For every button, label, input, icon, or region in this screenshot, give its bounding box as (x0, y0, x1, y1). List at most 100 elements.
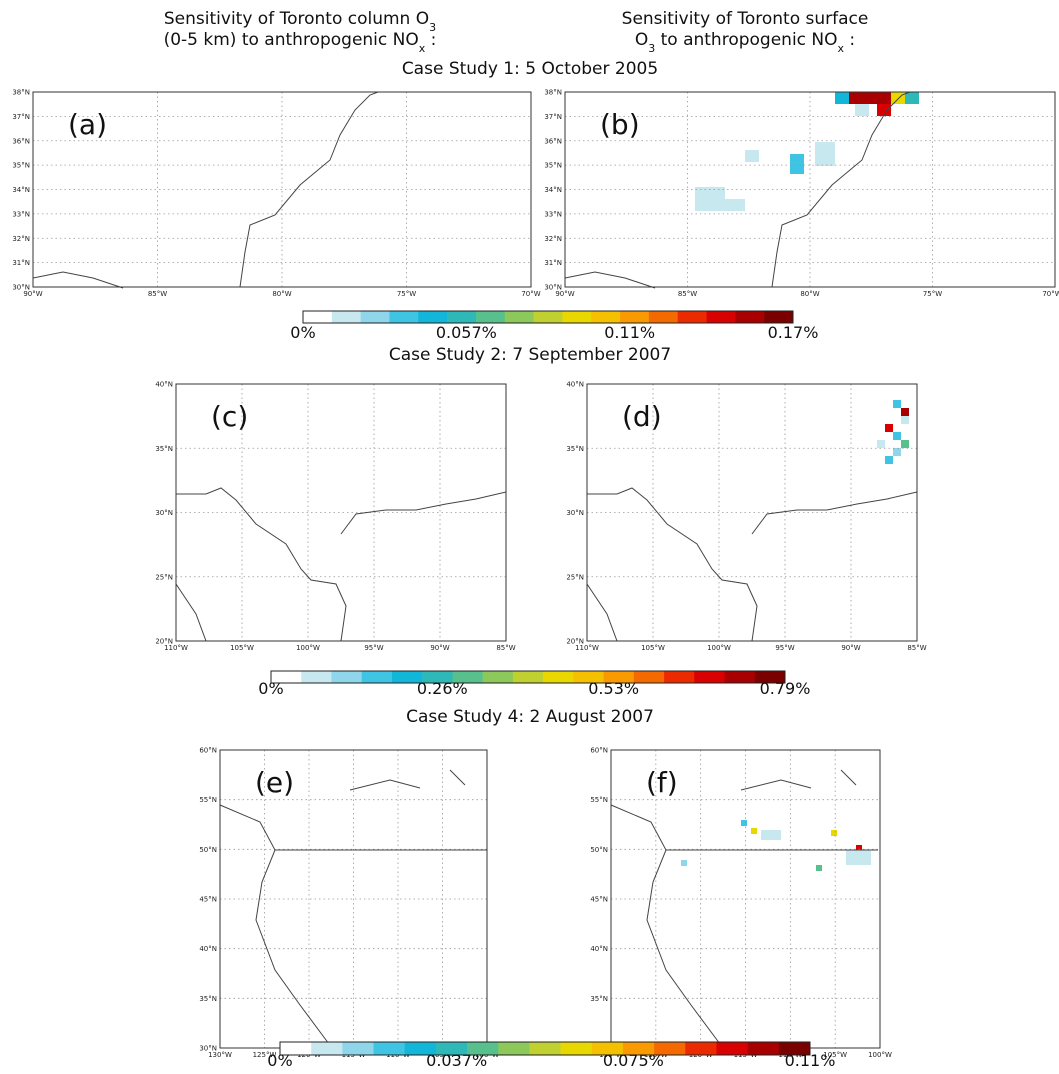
y-tick-label: 34°N (12, 186, 30, 194)
y-tick-label: 36°N (12, 137, 30, 145)
map-border (175, 383, 507, 642)
colorbar-segment (633, 671, 665, 683)
panel-label: (f) (646, 766, 678, 799)
x-tick-label: 90°W (555, 290, 574, 298)
sensitivity-cell (885, 456, 893, 464)
sensitivity-cell (741, 820, 747, 826)
colorbar-segment (562, 311, 592, 323)
panel-label: (b) (600, 108, 640, 141)
colorbar-label: 0.11% (785, 1051, 836, 1070)
colorbar-segment (754, 671, 786, 683)
colorbar-segment (778, 1042, 811, 1055)
colorbar-segment (389, 311, 419, 323)
colorbar-segment (591, 311, 621, 323)
y-tick-label: 30°N (544, 284, 562, 292)
coastline (586, 583, 618, 642)
colorbar-segment (311, 1042, 343, 1055)
colorbar-segment (529, 1042, 561, 1055)
case-title: Case Study 2: 7 September 2007 (389, 345, 671, 365)
panel-label: (d) (622, 400, 662, 433)
colorbar-segment (373, 1042, 406, 1055)
y-tick-label: 31°N (12, 259, 30, 267)
sensitivity-cell (893, 448, 901, 456)
y-tick-label: 37°N (544, 113, 562, 121)
sensitivity-cell (816, 865, 822, 871)
subscript: x (838, 42, 845, 55)
colorbar-segment (543, 671, 574, 683)
colorbar-segment (620, 311, 650, 323)
coastline (564, 271, 656, 289)
colorbar-segment (418, 311, 448, 323)
colorbar-segment (724, 671, 756, 683)
colorbar-segment (447, 311, 477, 323)
x-tick-label: 125°W (253, 1051, 277, 1059)
x-tick-label: 75°W (397, 290, 416, 298)
y-tick-label: 45°N (199, 896, 217, 904)
colorbar-segment (482, 671, 514, 683)
x-tick-label: 105°W (823, 1051, 847, 1059)
y-tick-label: 37°N (12, 113, 30, 121)
sensitivity-cell (877, 104, 891, 116)
header-line: Sensitivity of Toronto column O3 (164, 9, 436, 34)
header-text: Sensitivity of Toronto column O (164, 9, 429, 29)
colorbar-segment (467, 1042, 499, 1055)
y-tick-label: 35°N (199, 995, 217, 1003)
colorbar-label: 0% (290, 323, 315, 342)
y-tick-label: 30°N (199, 1045, 217, 1053)
y-tick-label: 20°N (155, 638, 173, 646)
map-border (564, 91, 1056, 288)
x-tick-label: 100°W (707, 644, 731, 652)
y-tick-label: 30°N (155, 509, 173, 517)
y-tick-label: 35°N (12, 162, 30, 170)
x-tick-label: 95°W (775, 644, 794, 652)
panel-label: (e) (255, 766, 294, 799)
y-tick-label: 45°N (590, 896, 608, 904)
y-tick-label: 31°N (544, 259, 562, 267)
coastline (740, 779, 812, 791)
colorbar-segment (677, 311, 707, 323)
sensitivity-cell (790, 154, 804, 174)
sensitivity-cell (846, 850, 871, 865)
y-tick-label: 40°N (566, 381, 584, 389)
y-tick-label: 38°N (544, 89, 562, 97)
x-tick-label: 105°W (230, 644, 254, 652)
sensitivity-cell (725, 199, 745, 211)
colorbar-segment (498, 1042, 530, 1055)
x-tick-label: 90°W (841, 644, 860, 652)
map-border (32, 91, 532, 288)
colorbar-segment (764, 311, 794, 323)
y-tick-label: 30°N (12, 284, 30, 292)
header-text: to anthropogenic NO (655, 30, 837, 50)
x-tick-label: 90°W (23, 290, 42, 298)
y-tick-label: 20°N (566, 638, 584, 646)
colorbar-segment (747, 1042, 780, 1055)
coastline (449, 769, 466, 786)
header-line: O3 to anthropogenic NOx : (635, 30, 855, 55)
y-tick-label: 50°N (199, 846, 217, 854)
y-tick-label: 40°N (155, 381, 173, 389)
sensitivity-cell (855, 104, 869, 116)
colorbar-label: 0.17% (768, 323, 819, 342)
colorbar-label: 0% (258, 679, 283, 698)
colorbar-label: 0% (267, 1051, 292, 1070)
sensitivity-cell (863, 92, 877, 104)
sensitivity-cell (901, 416, 909, 424)
x-tick-label: 70°W (1042, 290, 1059, 298)
panel-label: (a) (68, 108, 107, 141)
y-tick-label: 34°N (544, 186, 562, 194)
map-border (586, 383, 918, 642)
colorbar-segment (504, 311, 534, 323)
x-tick-label: 70°W (521, 290, 540, 298)
x-tick-label: 85°W (907, 644, 926, 652)
x-tick-label: 80°W (272, 290, 291, 298)
colorbar-label: 0.057% (436, 323, 497, 342)
subscript: 3 (648, 42, 655, 55)
colorbar-segment (360, 311, 390, 323)
case-title: Case Study 4: 2 August 2007 (406, 707, 654, 727)
x-tick-label: 110°W (164, 644, 188, 652)
colorbar-segment (361, 671, 393, 683)
sensitivity-cell (681, 860, 687, 866)
x-tick-label: 100°W (868, 1051, 892, 1059)
colorbar-segment (301, 671, 332, 683)
sensitivity-cell (905, 92, 919, 104)
